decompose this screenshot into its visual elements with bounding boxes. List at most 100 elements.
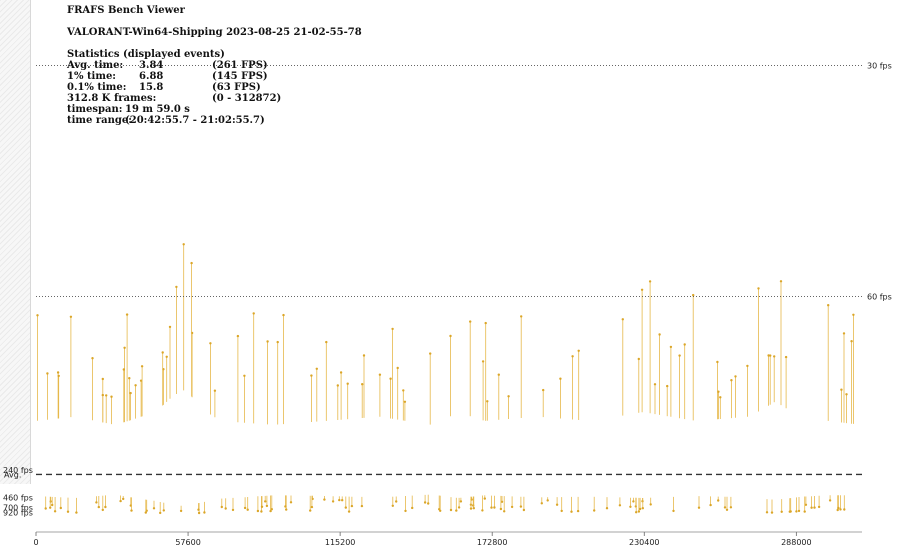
spike-point — [427, 502, 430, 505]
spike-point — [828, 499, 832, 502]
stat-value: 15.8 — [139, 82, 164, 93]
dip-point — [520, 315, 523, 318]
stat-fps: (63 FPS) — [212, 82, 261, 93]
dip-point — [717, 390, 720, 393]
dip-point — [840, 388, 843, 391]
spike-point — [347, 510, 351, 513]
dip-point — [842, 332, 846, 335]
spike-point — [519, 505, 523, 508]
spike-point — [423, 501, 427, 504]
stat-value: 3.84 — [139, 60, 164, 71]
dip-point — [336, 384, 339, 387]
spike-point — [455, 509, 458, 512]
spike-point — [605, 507, 609, 510]
spike-point — [618, 504, 622, 507]
spike-point — [260, 505, 264, 508]
x-tick-label: 172800 — [477, 538, 508, 547]
spike-point — [500, 500, 504, 503]
dip-point — [389, 377, 392, 380]
spike-point — [649, 503, 652, 506]
dip-point — [486, 400, 489, 403]
dip-point — [209, 342, 212, 345]
stat-fps: (145 FPS) — [212, 71, 268, 82]
spike-point — [459, 500, 463, 503]
dip-point — [648, 280, 652, 283]
spike-point — [723, 506, 727, 509]
dip-point — [507, 395, 510, 398]
dip-point — [621, 318, 624, 321]
spike-point — [817, 505, 821, 509]
spike-point — [49, 506, 52, 509]
spike-point — [144, 511, 147, 514]
dip-point — [346, 382, 349, 385]
spike-point — [641, 507, 644, 510]
spike-point — [310, 505, 314, 509]
spike-point — [344, 506, 347, 509]
spike-point — [395, 500, 398, 503]
dip-point — [669, 345, 673, 349]
spike-point — [803, 510, 806, 513]
dip-point — [653, 383, 657, 386]
dip-point — [640, 288, 644, 291]
avg-label: Avg. — [4, 470, 21, 479]
spike-point — [220, 505, 223, 509]
spike-point — [75, 511, 78, 514]
dip-point — [678, 354, 681, 357]
spike-point — [729, 506, 733, 509]
dip-point — [36, 314, 39, 317]
spike-point — [637, 510, 641, 513]
dip-point — [658, 333, 661, 336]
dip-point — [362, 354, 366, 357]
stat-label: 0.1% time: — [67, 82, 127, 93]
dip-point — [182, 243, 185, 246]
spike-point — [360, 504, 364, 508]
spike-point — [152, 507, 156, 510]
spike-point — [593, 509, 596, 512]
spike-point — [260, 510, 263, 513]
dip-point — [402, 389, 405, 392]
dip-point — [168, 325, 172, 329]
timespan-value: 19 m 59.0 s — [125, 104, 190, 115]
dip-point — [252, 312, 255, 315]
dip-point — [276, 340, 279, 344]
dip-point — [91, 357, 94, 360]
stats-header: Statistics (displayed events) — [67, 49, 225, 60]
spike-point — [309, 509, 312, 512]
left-axis-panel — [0, 0, 31, 484]
spike-point — [570, 510, 573, 513]
dip-point — [134, 384, 137, 387]
timerange-value: (20:42:55.7 - 21:02:55.7) — [125, 115, 265, 126]
dip-point — [852, 313, 855, 316]
spike-point — [197, 511, 201, 515]
dip-point — [57, 374, 60, 378]
dip-point — [161, 351, 164, 354]
dip-point — [105, 394, 108, 397]
spike-point — [795, 510, 798, 513]
spike-point — [449, 508, 453, 512]
spike-point — [469, 507, 473, 510]
fps-ref-label: 60 fps — [867, 293, 892, 302]
dip-point — [339, 371, 343, 374]
spike-point — [503, 510, 506, 513]
y-tick-label: 700 fps — [3, 504, 33, 513]
spike-point — [804, 503, 808, 506]
spike-point — [709, 503, 712, 507]
dip-point — [769, 354, 772, 357]
spike-point — [522, 508, 526, 512]
dip-point — [56, 371, 60, 374]
spike-point — [797, 509, 801, 513]
spike-point — [101, 508, 105, 512]
dip-point — [325, 340, 328, 344]
spike-point — [635, 511, 638, 514]
dip-point — [784, 355, 788, 359]
spike-point — [104, 505, 107, 509]
dip-point — [128, 377, 131, 380]
dip-point — [361, 383, 364, 386]
spike-point — [59, 506, 62, 510]
dip-point — [757, 287, 760, 290]
session-name: VALORANT-Win64-Shipping 2023-08-25 21-02… — [67, 27, 362, 38]
dip-point — [746, 364, 749, 368]
spike-point — [119, 499, 122, 503]
x-tick-label: 0 — [33, 538, 38, 547]
